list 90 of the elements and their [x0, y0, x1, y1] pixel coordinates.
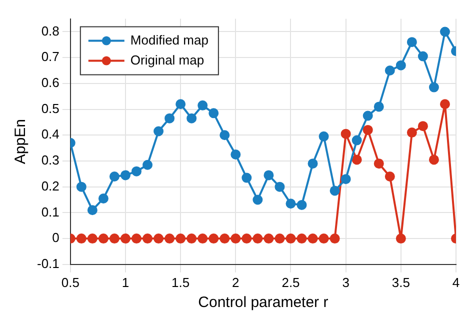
- y-tick-label: 0.1: [41, 204, 60, 220]
- point: [318, 234, 329, 244]
- point: [120, 170, 130, 180]
- point: [208, 234, 219, 244]
- point: [296, 234, 307, 244]
- y-tick-label: 0.3: [41, 152, 60, 168]
- x-tick-label: 1.5: [172, 274, 190, 290]
- point: [440, 99, 450, 110]
- point: [352, 135, 362, 146]
- point: [164, 113, 175, 124]
- point: [406, 37, 417, 48]
- point: [142, 160, 153, 170]
- point: [98, 234, 108, 244]
- point: [76, 182, 86, 192]
- point: [230, 150, 241, 160]
- x-tick-label: 1: [122, 274, 130, 290]
- point: [264, 170, 274, 180]
- x-axis-title: Control parameter r: [198, 294, 328, 312]
- point: [384, 66, 395, 76]
- point: [428, 82, 439, 92]
- y-tick-label: 0.6: [41, 75, 60, 90]
- y-tick-label: 0.8: [41, 23, 60, 38]
- point: [98, 193, 108, 204]
- point: [374, 158, 384, 169]
- point: [340, 128, 351, 139]
- point: [340, 174, 351, 184]
- point: [252, 194, 263, 205]
- point: [418, 121, 428, 132]
- point: [109, 172, 120, 182]
- point: [142, 234, 153, 244]
- point: [264, 234, 274, 244]
- x-tick-label: 4: [452, 274, 460, 290]
- point: [198, 100, 208, 110]
- point: [76, 234, 86, 244]
- y-axis-title: AppEn: [12, 119, 30, 164]
- point: [87, 234, 98, 244]
- x-tick-label: 2: [232, 274, 240, 290]
- x-tick-label: 2.5: [282, 274, 300, 290]
- point: [428, 154, 439, 165]
- point: [230, 234, 241, 244]
- point: [208, 108, 219, 118]
- point: [220, 130, 230, 140]
- point: [418, 51, 428, 62]
- y-tick-label: 0.4: [41, 126, 60, 142]
- y-tick-label: 0.7: [41, 49, 60, 64]
- point: [109, 234, 120, 244]
- point: [308, 158, 318, 169]
- point: [132, 166, 142, 176]
- point: [242, 172, 252, 183]
- point: [318, 131, 329, 142]
- point: [330, 234, 340, 244]
- legend-label: Modified map: [130, 32, 208, 48]
- x-tick-label: 0.5: [61, 274, 80, 290]
- legend-label: Original map: [130, 52, 204, 68]
- point: [274, 234, 285, 244]
- point: [362, 110, 373, 121]
- y-tick-label: 0.2: [41, 178, 60, 194]
- point: [154, 126, 164, 136]
- point: [286, 234, 296, 244]
- point: [164, 234, 175, 244]
- point: [198, 234, 208, 244]
- point: [186, 234, 197, 244]
- y-tick-label: 0.5: [41, 100, 60, 116]
- y-tick-label: -0.1: [36, 256, 60, 271]
- y-tick-label: 0: [52, 230, 60, 246]
- point: [176, 234, 186, 244]
- point: [330, 186, 340, 196]
- x-tick-label: 3.5: [392, 274, 410, 290]
- point: [384, 172, 395, 182]
- point: [154, 234, 164, 244]
- point: [252, 234, 263, 244]
- point: [374, 102, 384, 112]
- point: [274, 182, 285, 192]
- x-tick-label: 3: [342, 274, 350, 290]
- point: [308, 234, 318, 244]
- point: [186, 113, 197, 124]
- point: [440, 26, 450, 37]
- point: [87, 205, 98, 216]
- point: [176, 99, 186, 110]
- point: [362, 124, 373, 135]
- point: [286, 198, 296, 209]
- point: [296, 200, 307, 210]
- point: [396, 60, 406, 70]
- point: [406, 128, 417, 138]
- point: [220, 234, 230, 244]
- point: [396, 234, 406, 244]
- point: [120, 234, 130, 244]
- point: [242, 234, 252, 244]
- point: [132, 234, 142, 244]
- point: [352, 154, 362, 165]
